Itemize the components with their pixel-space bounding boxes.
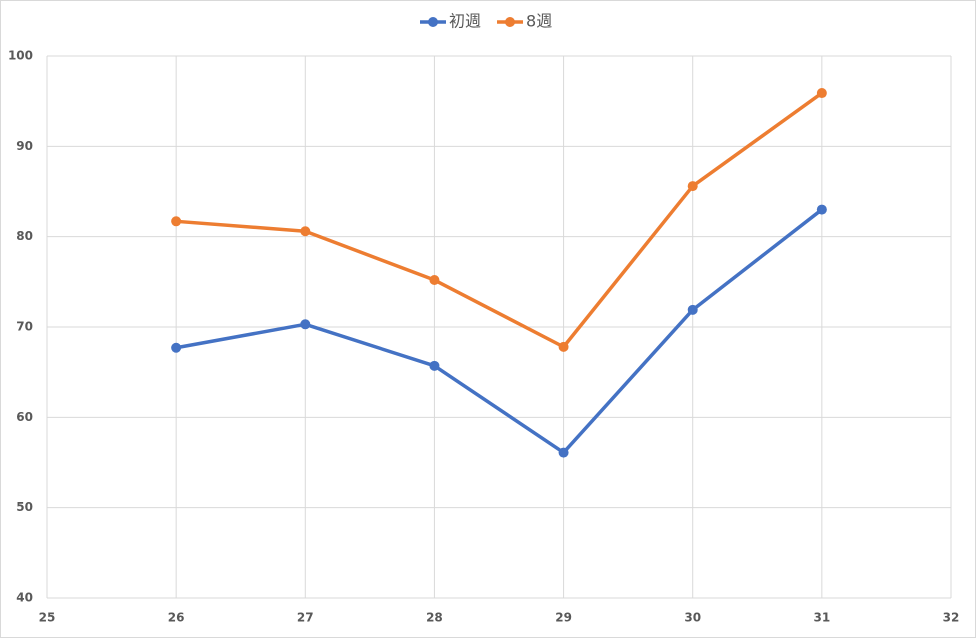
data-point (816, 88, 827, 99)
y-tick-label: 80 (16, 229, 33, 243)
x-tick-label: 29 (555, 611, 572, 625)
data-point (687, 181, 698, 192)
x-tick-label: 28 (426, 611, 443, 625)
data-point (429, 275, 440, 286)
data-point (171, 342, 182, 353)
y-tick-label: 60 (16, 410, 33, 424)
x-tick-label: 32 (943, 611, 960, 625)
series-line (176, 91, 823, 349)
legend-marker (505, 17, 516, 27)
x-tick-label: 25 (39, 611, 56, 625)
data-point (300, 319, 311, 330)
data-point (558, 447, 569, 458)
series-line (175, 208, 823, 455)
x-tick-label: 27 (297, 611, 314, 625)
x-tick-label: 31 (814, 611, 831, 625)
x-tick-label: 30 (684, 611, 701, 625)
legend-label: 初週 (449, 12, 481, 31)
y-tick-label: 100 (8, 49, 33, 63)
data-point (558, 341, 569, 352)
y-tick-label: 40 (16, 591, 33, 605)
legend-label: 8週 (526, 12, 552, 31)
y-tick-label: 50 (16, 500, 33, 514)
data-point (816, 204, 827, 215)
x-tick-label: 26 (168, 611, 185, 625)
y-tick-label: 90 (16, 139, 33, 153)
data-point (171, 216, 182, 227)
data-point (429, 360, 440, 371)
legend-marker (428, 17, 438, 27)
y-tick-label: 70 (16, 320, 33, 334)
data-point (687, 304, 698, 315)
data-point (300, 226, 311, 237)
